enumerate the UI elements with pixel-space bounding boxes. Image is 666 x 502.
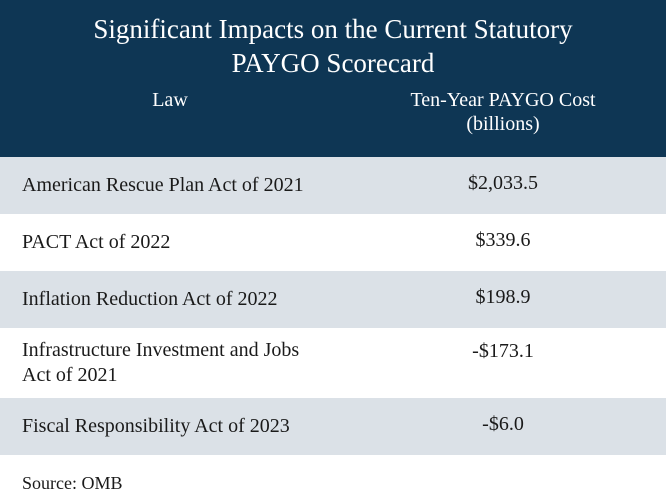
column-header-cost-line-2: (billions) bbox=[466, 113, 540, 135]
column-header-law: Law bbox=[152, 89, 188, 111]
law-cell-line-1: Infrastructure Investment and Jobs bbox=[22, 339, 300, 361]
cost-cell: -$6.0 bbox=[482, 413, 524, 435]
table-header: Significant Impacts on the Current Statu… bbox=[0, 0, 666, 157]
source-note: Source: OMB bbox=[22, 473, 123, 493]
cost-cell: $198.9 bbox=[475, 286, 531, 308]
title-line-2: PAYGO Scorecard bbox=[231, 48, 435, 78]
table-row: Infrastructure Investment and Jobs Act o… bbox=[0, 328, 666, 398]
law-cell: Infrastructure Investment and Jobs Act o… bbox=[0, 338, 340, 388]
law-cell: PACT Act of 2022 bbox=[22, 231, 171, 253]
law-cell: Fiscal Responsibility Act of 2023 bbox=[22, 415, 290, 437]
table-row: Inflation Reduction Act of 2022 $198.9 bbox=[0, 271, 666, 328]
table-row: PACT Act of 2022 $339.6 bbox=[0, 214, 666, 271]
cost-cell: -$173.1 bbox=[472, 340, 534, 362]
title-line-1: Significant Impacts on the Current Statu… bbox=[93, 14, 573, 44]
table-title: Significant Impacts on the Current Statu… bbox=[0, 0, 666, 84]
table-row: Fiscal Responsibility Act of 2023 -$6.0 bbox=[0, 398, 666, 455]
law-cell-line-2: Act of 2021 bbox=[22, 364, 118, 386]
law-cell: American Rescue Plan Act of 2021 bbox=[22, 174, 304, 196]
column-header-cost-line-1: Ten-Year PAYGO Cost bbox=[410, 89, 596, 111]
cost-cell: $2,033.5 bbox=[468, 172, 538, 194]
column-headers: Law Ten-Year PAYGO Cost (billions) bbox=[0, 84, 666, 157]
table-row: American Rescue Plan Act of 2021 $2,033.… bbox=[0, 157, 666, 214]
column-header-cost: Ten-Year PAYGO Cost (billions) bbox=[340, 84, 666, 157]
cost-cell: $339.6 bbox=[475, 229, 531, 251]
law-cell: Inflation Reduction Act of 2022 bbox=[22, 288, 278, 310]
